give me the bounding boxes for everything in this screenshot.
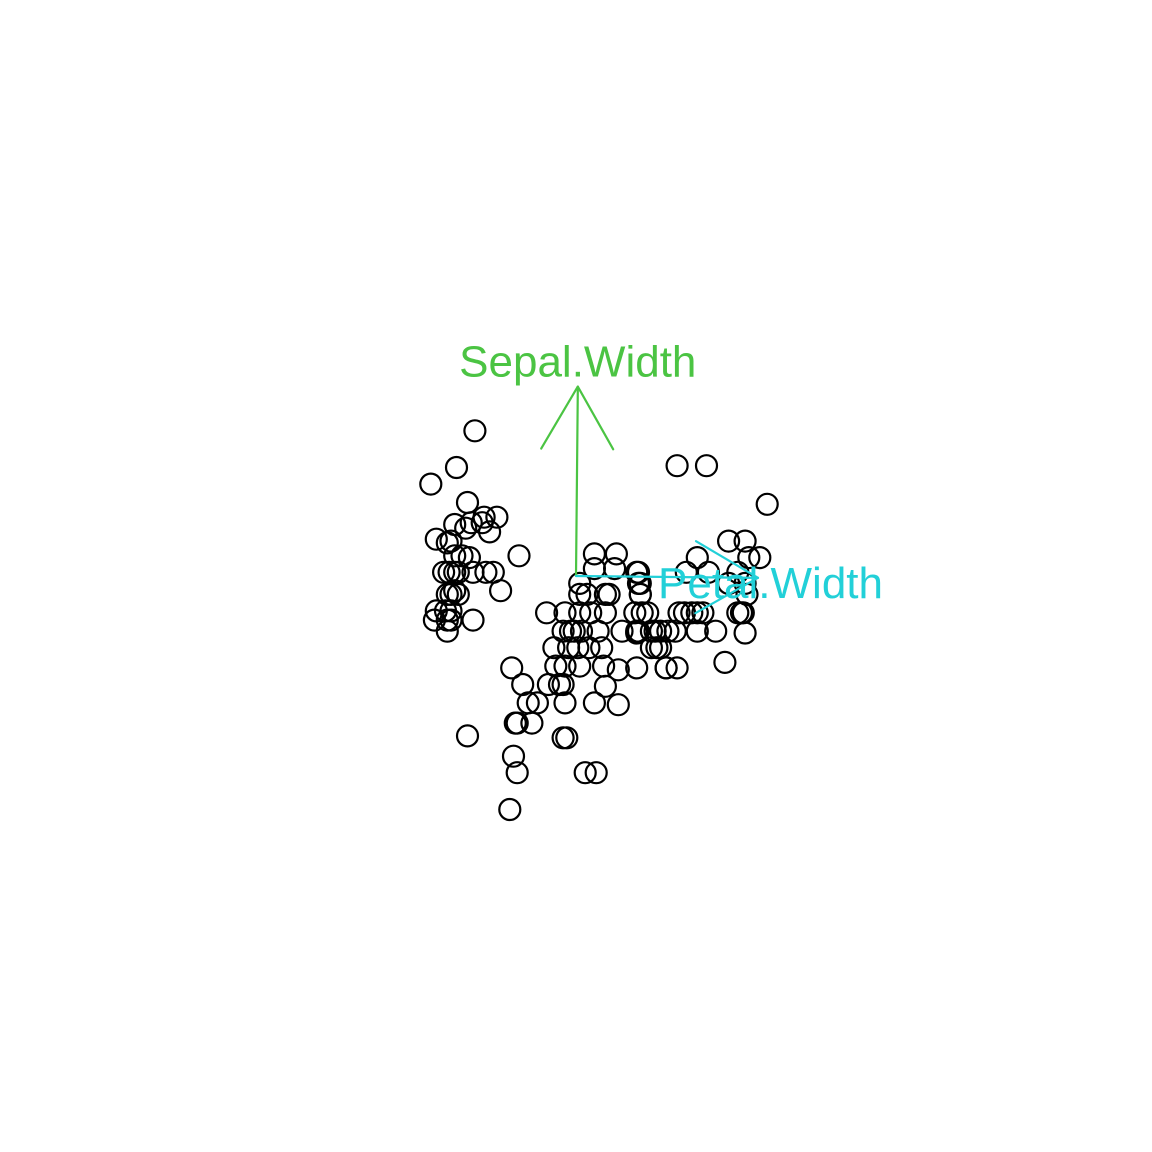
data-point [573, 761, 597, 785]
data-point [454, 516, 478, 540]
data-point [625, 656, 649, 680]
data-point [461, 608, 485, 632]
arrow-shaft [574, 385, 579, 578]
data-point [665, 656, 689, 680]
arrow-sepal-width: Sepal.Width [459, 338, 696, 578]
data-point [625, 621, 649, 645]
data-point [455, 490, 480, 515]
data-point [606, 658, 630, 682]
data-point [501, 744, 526, 768]
data-point [463, 419, 487, 443]
data-point [639, 636, 664, 660]
data-point [498, 797, 522, 822]
data-point [590, 636, 614, 660]
data-point [674, 560, 698, 584]
data-point [424, 527, 448, 551]
data-point [737, 545, 761, 570]
data-point [551, 672, 575, 697]
data-point [435, 608, 459, 632]
data-point [628, 582, 652, 607]
data-point [685, 601, 709, 625]
data-point [704, 619, 728, 643]
data-point [626, 571, 651, 596]
data-point [505, 761, 529, 785]
data-point [755, 492, 779, 516]
data-point [667, 601, 691, 625]
data-point [555, 726, 579, 750]
data-point [419, 472, 443, 496]
data-point [516, 691, 540, 715]
data-point [542, 636, 566, 660]
data-point [534, 601, 559, 625]
data-point [604, 542, 629, 566]
data-point [716, 529, 741, 553]
data-point [439, 529, 463, 553]
data-point [654, 656, 678, 680]
data-point [507, 544, 531, 568]
data-point [553, 691, 577, 715]
data-point [568, 654, 592, 678]
arrow-label-petal-width: Petal.Width [658, 559, 883, 608]
data-point [566, 636, 590, 660]
data-point [500, 656, 524, 680]
data-point [478, 520, 502, 544]
data-point [643, 619, 667, 643]
data-point [685, 619, 709, 643]
points-layer [419, 419, 779, 822]
arrow-head [694, 540, 760, 615]
data-point [536, 672, 561, 697]
data-point [694, 454, 719, 478]
data-point [593, 674, 618, 698]
data-point [582, 691, 607, 715]
data-point [562, 619, 586, 643]
data-point [432, 560, 456, 584]
arrow-head [540, 385, 615, 451]
data-point [525, 691, 550, 715]
data-point [733, 621, 757, 645]
data-point [444, 455, 469, 480]
data-point [606, 693, 630, 717]
data-point [665, 454, 689, 478]
arrow-shaft [574, 574, 760, 579]
data-point [443, 544, 467, 568]
data-point [457, 545, 481, 570]
data-point [733, 529, 757, 553]
data-point [696, 560, 721, 584]
arrow-label-sepal-width: Sepal.Width [459, 338, 696, 387]
data-point [626, 560, 651, 584]
data-point [455, 724, 480, 748]
data-point [568, 582, 592, 607]
arrow-petal-width: Petal.Width [574, 540, 883, 615]
data-point [459, 511, 483, 535]
data-point [748, 545, 772, 570]
data-point [489, 579, 513, 603]
data-point [435, 619, 459, 643]
data-point [685, 545, 709, 570]
data-point [733, 571, 757, 596]
data-point [485, 505, 509, 529]
loading-arrows: Sepal.Width Petal.Width [459, 338, 883, 615]
data-point [584, 761, 608, 785]
data-point [597, 582, 621, 607]
data-point [577, 636, 601, 660]
data-point [520, 711, 544, 735]
data-point [474, 560, 498, 584]
data-point [439, 582, 463, 607]
data-point [446, 560, 470, 584]
data-point [713, 650, 737, 675]
data-point [602, 556, 627, 581]
data-point [610, 619, 634, 643]
data-point [503, 711, 527, 735]
